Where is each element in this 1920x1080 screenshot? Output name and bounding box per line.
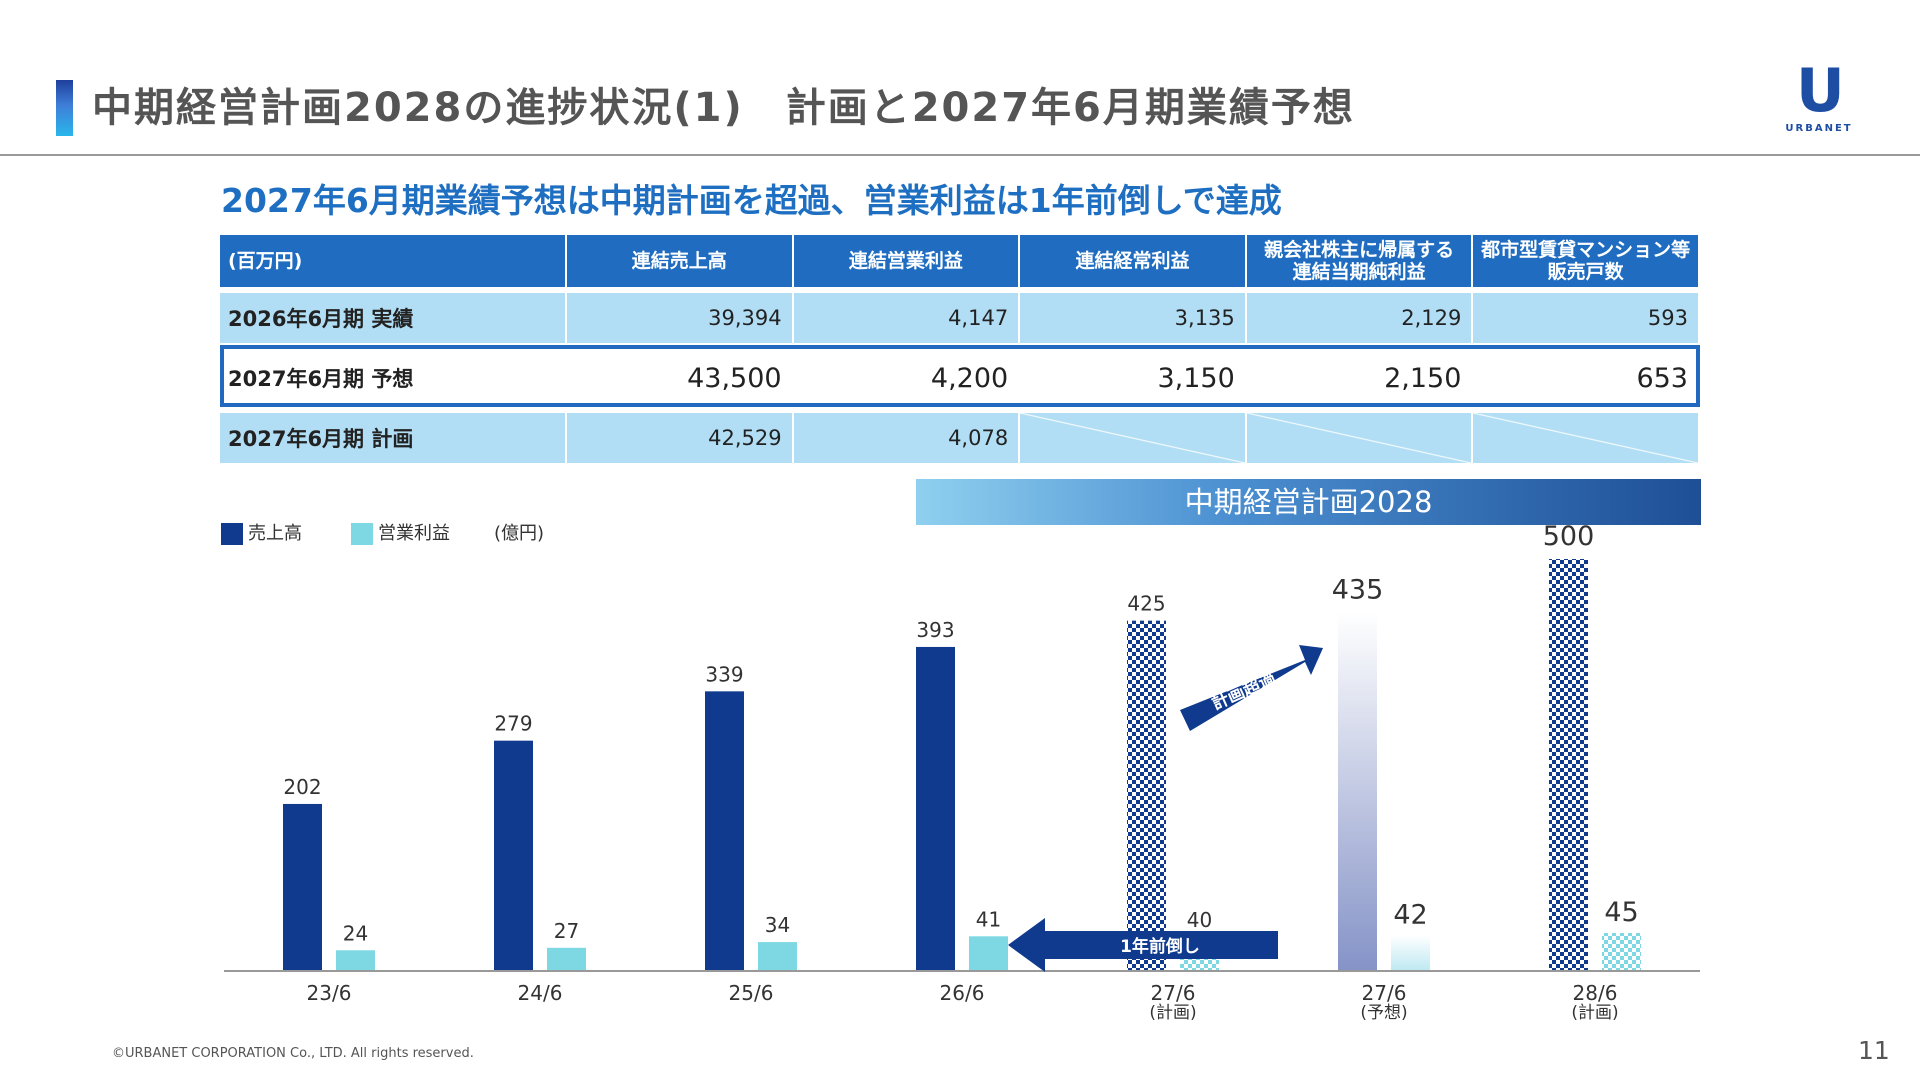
page-number: 11 xyxy=(1858,1036,1890,1065)
legend-swatch-sales xyxy=(221,523,243,545)
title-divider xyxy=(0,154,1920,156)
table-row-plan: 2027年6月期 計画 42,529 4,078 xyxy=(220,413,1700,463)
data-label-sales: 425 xyxy=(1127,592,1165,616)
row-label: 2027年6月期 計画 xyxy=(220,413,567,463)
x-tick-note: (計画) xyxy=(1149,1003,1196,1023)
company-logo-text: URBANET xyxy=(1785,123,1853,134)
chart-unit-label: (億円) xyxy=(494,523,545,544)
data-label-operating-profit: 27 xyxy=(554,919,579,943)
one-year-ahead-arrow: 1年前倒し xyxy=(1008,918,1278,972)
table-cell: 4,078 xyxy=(793,413,1021,463)
page-title: 中期経営計画2028の進捗状況(1) 計画と2027年6月期業績予想 xyxy=(92,85,1355,131)
data-label-sales: 500 xyxy=(1543,521,1595,552)
column-header: 連結営業利益 xyxy=(793,235,1021,287)
bar-operating-profit xyxy=(758,942,797,970)
table-cell: 42,529 xyxy=(567,413,794,463)
bar-operating-profit xyxy=(1602,933,1641,970)
bar-sales xyxy=(1127,620,1166,970)
data-label-operating-profit: 45 xyxy=(1604,897,1638,928)
column-header: 親会社株主に帰属する 連結当期純利益 xyxy=(1246,235,1474,287)
table-cell: 2,150 xyxy=(1246,349,1474,407)
table-header-row: (百万円) 連結売上高 連結営業利益 連結経常利益 親会社株主に帰属する 連結当… xyxy=(220,235,1700,287)
bar-sales xyxy=(283,803,322,970)
title-accent-bar xyxy=(56,80,73,136)
column-header: 連結売上高 xyxy=(567,235,794,287)
table-cell: 593 xyxy=(1473,293,1700,343)
bar-sales xyxy=(916,646,955,970)
x-tick-label: 28/6 xyxy=(1573,981,1618,1005)
data-label-sales: 339 xyxy=(705,662,743,686)
x-tick-label: 25/6 xyxy=(729,981,774,1005)
legend-label-sales: 売上高 xyxy=(248,523,302,544)
data-label-operating-profit: 24 xyxy=(343,921,368,945)
plan-banner: 中期経営計画2028 xyxy=(916,479,1701,525)
column-header: 都市型賃貸マンション等 販売戸数 xyxy=(1473,235,1700,287)
bar-operating-profit xyxy=(1391,935,1430,970)
table-row-actual: 2026年6月期 実績 39,394 4,147 3,135 2,129 593 xyxy=(220,293,1700,343)
table-cell: 43,500 xyxy=(567,349,794,407)
legend-label-profit: 営業利益 xyxy=(378,523,450,544)
slide-subtitle: 2027年6月期業績予想は中期計画を超過、営業利益は1年前倒しで達成 xyxy=(221,181,1282,220)
x-tick-note: (予想) xyxy=(1360,1003,1407,1023)
x-tick-label: 26/6 xyxy=(940,981,985,1005)
data-label-operating-profit: 40 xyxy=(1187,908,1212,932)
plan-exceeded-arrow: 計画超過 xyxy=(1180,645,1323,731)
data-label-sales: 202 xyxy=(283,775,321,799)
table-cell: 3,135 xyxy=(1020,293,1247,343)
row-label: 2026年6月期 実績 xyxy=(220,293,567,343)
bar-sales xyxy=(494,740,533,970)
bar-sales xyxy=(1549,559,1588,970)
x-tick-label: 23/6 xyxy=(307,981,352,1005)
legend-swatch-profit xyxy=(351,523,373,545)
table-unit-label: (百万円) xyxy=(220,235,567,287)
data-label-sales: 435 xyxy=(1332,574,1384,605)
table-cell-empty xyxy=(1473,413,1700,463)
company-logo-mark: U xyxy=(1796,56,1845,126)
table-cell: 4,147 xyxy=(793,293,1021,343)
bar-operating-profit xyxy=(336,950,375,970)
table-cell-empty xyxy=(1020,413,1247,463)
table-cell: 39,394 xyxy=(567,293,794,343)
x-tick-label: 27/6 xyxy=(1151,981,1196,1005)
one-year-ahead-label: 1年前倒し xyxy=(1120,936,1200,957)
table-cell: 653 xyxy=(1473,349,1700,407)
bar-sales xyxy=(1338,612,1377,970)
table-cell: 2,129 xyxy=(1246,293,1474,343)
copyright-notice: ©URBANET CORPORATION Co., LTD. All right… xyxy=(112,1046,474,1061)
x-tick-label: 27/6 xyxy=(1362,981,1407,1005)
row-label: 2027年6月期 予想 xyxy=(220,349,567,407)
data-label-operating-profit: 34 xyxy=(765,913,790,937)
data-label-operating-profit: 41 xyxy=(976,907,1001,931)
column-header: 連結経常利益 xyxy=(1020,235,1247,287)
x-tick-note: (計画) xyxy=(1571,1003,1618,1023)
table-cell: 4,200 xyxy=(793,349,1021,407)
data-label-sales: 393 xyxy=(916,618,954,642)
table-cell-empty xyxy=(1246,413,1474,463)
bar-sales xyxy=(705,691,744,970)
table-cell: 3,150 xyxy=(1020,349,1247,407)
data-label-sales: 279 xyxy=(494,712,532,736)
plan-exceeded-label: 計画超過 xyxy=(1208,667,1280,714)
bar-operating-profit xyxy=(969,936,1008,970)
data-label-operating-profit: 42 xyxy=(1393,899,1427,930)
table-row-forecast: 2027年6月期 予想 43,500 4,200 3,150 2,150 653 xyxy=(220,349,1700,407)
x-tick-label: 24/6 xyxy=(518,981,563,1005)
bar-operating-profit xyxy=(547,947,586,970)
